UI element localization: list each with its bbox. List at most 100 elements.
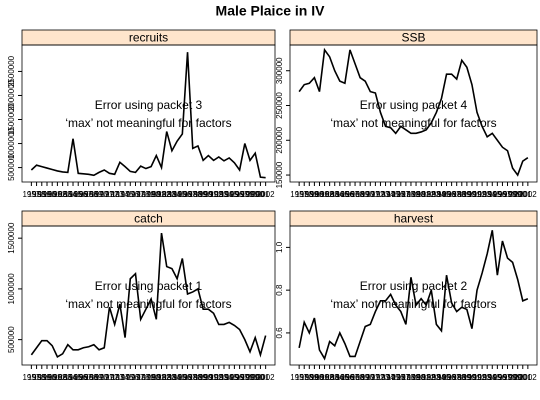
x-tick-label: 1985: [433, 190, 451, 199]
x-tick-label: 1979: [137, 190, 155, 199]
x-tick-label: 1982: [417, 190, 435, 199]
x-tick-label: 1968: [80, 373, 98, 382]
x-tick-label: 1957: [290, 190, 308, 199]
x-tick-label: 1989: [189, 190, 207, 199]
x-tick-label: 1958: [295, 373, 313, 382]
annotation: Error using packet 2: [360, 279, 468, 293]
x-tick-label: 1971: [361, 373, 379, 382]
x-tick-label: 1974: [377, 190, 395, 199]
x-tick-label: 1975: [116, 190, 134, 199]
y-tick-label: 1000000: [7, 127, 16, 159]
x-tick-label: 1971: [95, 373, 113, 382]
x-tick-label: 2001: [252, 190, 270, 199]
x-tick-label: 1973: [372, 373, 390, 382]
x-tick-label: 1968: [346, 373, 364, 382]
x-tick-label: 1979: [402, 190, 420, 199]
x-tick-label: 1996: [488, 373, 506, 382]
annotation: ‘max’ not meaningful for factors: [65, 116, 231, 130]
x-tick-label: 1982: [153, 373, 171, 382]
x-tick-label: 2000: [246, 373, 264, 382]
y-tick-label: 2000000: [7, 79, 16, 111]
panel: [289, 225, 538, 366]
x-tick-label: 1976: [387, 373, 405, 382]
x-tick-label: 1980: [407, 373, 425, 382]
x-tick-label: 1977: [127, 373, 145, 382]
annotation: Error using packet 4: [360, 98, 468, 112]
x-tick-label: 1975: [382, 373, 400, 382]
x-tick-label: 1983: [158, 190, 176, 199]
x-tick-label: 1986: [438, 373, 456, 382]
x-tick-label: 1960: [305, 373, 323, 382]
x-tick-label: 1970: [356, 190, 374, 199]
x-tick-label: 1964: [326, 373, 344, 382]
x-tick-label: 1990: [458, 190, 476, 199]
x-tick-label: 1985: [168, 190, 186, 199]
data-line: [30, 232, 267, 359]
x-tick-label: 1958: [295, 190, 313, 199]
x-tick-label: 1957: [22, 373, 40, 382]
x-tick-label: 1984: [427, 373, 445, 382]
x-tick-label: 1972: [366, 373, 384, 382]
x-tick-label: 1963: [54, 373, 72, 382]
x-tick-label: 1984: [163, 190, 181, 199]
x-tick-label: 1996: [225, 373, 243, 382]
x-tick-label: 1962: [316, 190, 334, 199]
x-tick-label: 1965: [64, 373, 82, 382]
x-tick-label: 1966: [336, 373, 354, 382]
x-tick-label: 1967: [75, 190, 93, 199]
chart-title: Male Plaice in IV: [216, 3, 326, 19]
x-tick-label: 1959: [300, 373, 318, 382]
x-tick-label: 1969: [351, 373, 369, 382]
x-tick-label: 1962: [49, 373, 67, 382]
x-tick-label: 1965: [64, 190, 82, 199]
x-tick-label: 1992: [205, 373, 223, 382]
x-tick-label: 1979: [402, 373, 420, 382]
x-tick-label: 1973: [106, 190, 124, 199]
x-tick-label: 1993: [210, 373, 228, 382]
x-tick-label: 1999: [504, 373, 522, 382]
x-tick-label: 2002: [257, 190, 275, 199]
y-tick-label: 1500000: [7, 103, 16, 135]
x-tick-label: 1994: [215, 190, 233, 199]
x-tick-label: 2001: [514, 373, 532, 382]
x-tick-label: 1974: [111, 373, 129, 382]
x-tick-label: 1957: [22, 190, 40, 199]
x-tick-label: 1961: [311, 190, 329, 199]
x-tick-label: 1979: [137, 373, 155, 382]
data-line: [298, 47, 529, 177]
x-tick-label: 1997: [231, 373, 249, 382]
x-tick-label: 2002: [519, 373, 537, 382]
x-tick-label: 1969: [85, 190, 103, 199]
y-tick-label: 300000: [275, 57, 284, 84]
x-tick-label: 1958: [28, 190, 46, 199]
x-tick-label: 1963: [321, 190, 339, 199]
x-tick-label: 1974: [111, 190, 129, 199]
y-tick-label: 0.6: [275, 327, 284, 339]
panel-title: catch: [134, 212, 163, 226]
x-tick-label: 1984: [427, 190, 445, 199]
x-tick-label: 1988: [184, 373, 202, 382]
x-tick-label: 1977: [392, 373, 410, 382]
x-tick-label: 1970: [356, 373, 374, 382]
x-tick-label: 1961: [43, 373, 61, 382]
x-tick-label: 1985: [433, 373, 451, 382]
x-tick-label: 1962: [316, 373, 334, 382]
x-tick-label: 1994: [478, 190, 496, 199]
x-tick-label: 1971: [95, 190, 113, 199]
y-tick-label: 500000: [7, 154, 16, 181]
x-tick-label: 1987: [179, 373, 197, 382]
x-tick-label: 1982: [153, 190, 171, 199]
data-line: [30, 52, 266, 179]
x-tick-label: 1983: [422, 373, 440, 382]
x-tick-label: 1982: [417, 373, 435, 382]
x-tick-label: 1990: [194, 373, 212, 382]
x-tick-label: 1959: [33, 190, 51, 199]
x-tick-label: 1960: [38, 190, 56, 199]
x-tick-label: 1992: [468, 190, 486, 199]
x-tick-label: 1994: [478, 373, 496, 382]
annotation: Error using packet 1: [95, 279, 203, 293]
panel-title: recruits: [129, 31, 168, 45]
x-tick-label: 1965: [331, 190, 349, 199]
y-tick-label: 0.8: [275, 284, 284, 296]
x-tick-label: 1963: [54, 190, 72, 199]
